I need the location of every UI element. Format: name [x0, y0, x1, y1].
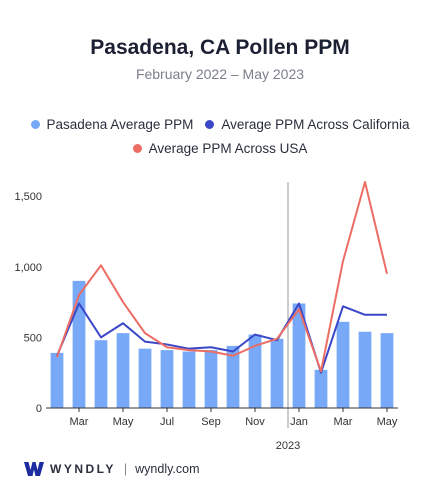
bar [314, 369, 328, 408]
bar [336, 321, 350, 408]
x-tick-label: May [113, 416, 134, 428]
footer-brand: WYNDLY [50, 462, 116, 476]
bar [226, 345, 240, 408]
bar [270, 338, 284, 408]
legend-item-pasadena: Pasadena Average PPM [30, 116, 194, 132]
series-line-usa [56, 181, 388, 373]
legend-item-california: Average PPM Across California [205, 117, 409, 132]
bar [138, 348, 152, 408]
bar [50, 352, 64, 408]
legend-label-pasadena: Pasadena Average PPM [46, 116, 194, 132]
bar [94, 340, 108, 408]
bar [292, 303, 306, 408]
x-tick-label: Mar [334, 416, 353, 428]
x-tick-label: Jan [290, 416, 308, 428]
bar [72, 280, 86, 408]
y-tick-label: 500 [24, 332, 42, 344]
legend-label-usa: Average PPM Across USA [148, 140, 308, 156]
legend-swatch-pasadena [30, 119, 40, 129]
footer-separator: | [123, 462, 128, 476]
footer-url[interactable]: wyndly.com [135, 462, 200, 476]
chart-title: Pasadena, CA Pollen PPM [90, 36, 350, 59]
bar [182, 351, 196, 408]
bar [160, 350, 174, 408]
y-tick-label: 1,500 [14, 191, 42, 203]
x-tick-label: Nov [245, 416, 265, 428]
footer: WYNDLY | wyndly.com [24, 462, 200, 476]
wyndly-w-logo-icon [24, 462, 44, 476]
chart-legend: Pasadena Average PPM Average PPM Across … [0, 116, 440, 164]
y-tick-label: 0 [36, 403, 42, 415]
y-tick-label: 1,000 [14, 262, 42, 274]
chart-subtitle: February 2022 – May 2023 [135, 66, 305, 82]
x-tick-label: May [377, 416, 398, 428]
legend-swatch-usa [132, 143, 142, 153]
bar [380, 333, 394, 408]
legend-item-usa: Average PPM Across USA [132, 140, 308, 156]
bar [358, 331, 372, 408]
legend-label-california: Average PPM Across California [221, 116, 410, 132]
x-tick-label: Sep [201, 416, 221, 428]
bar [204, 350, 218, 408]
legend-swatch-california [205, 119, 215, 129]
x-tick-label: Jul [160, 416, 174, 428]
x-tick-label: Mar [70, 416, 89, 428]
bar [116, 333, 130, 408]
year-label: 2023 [276, 440, 300, 452]
series-line-california [56, 302, 387, 374]
bar [248, 334, 262, 408]
